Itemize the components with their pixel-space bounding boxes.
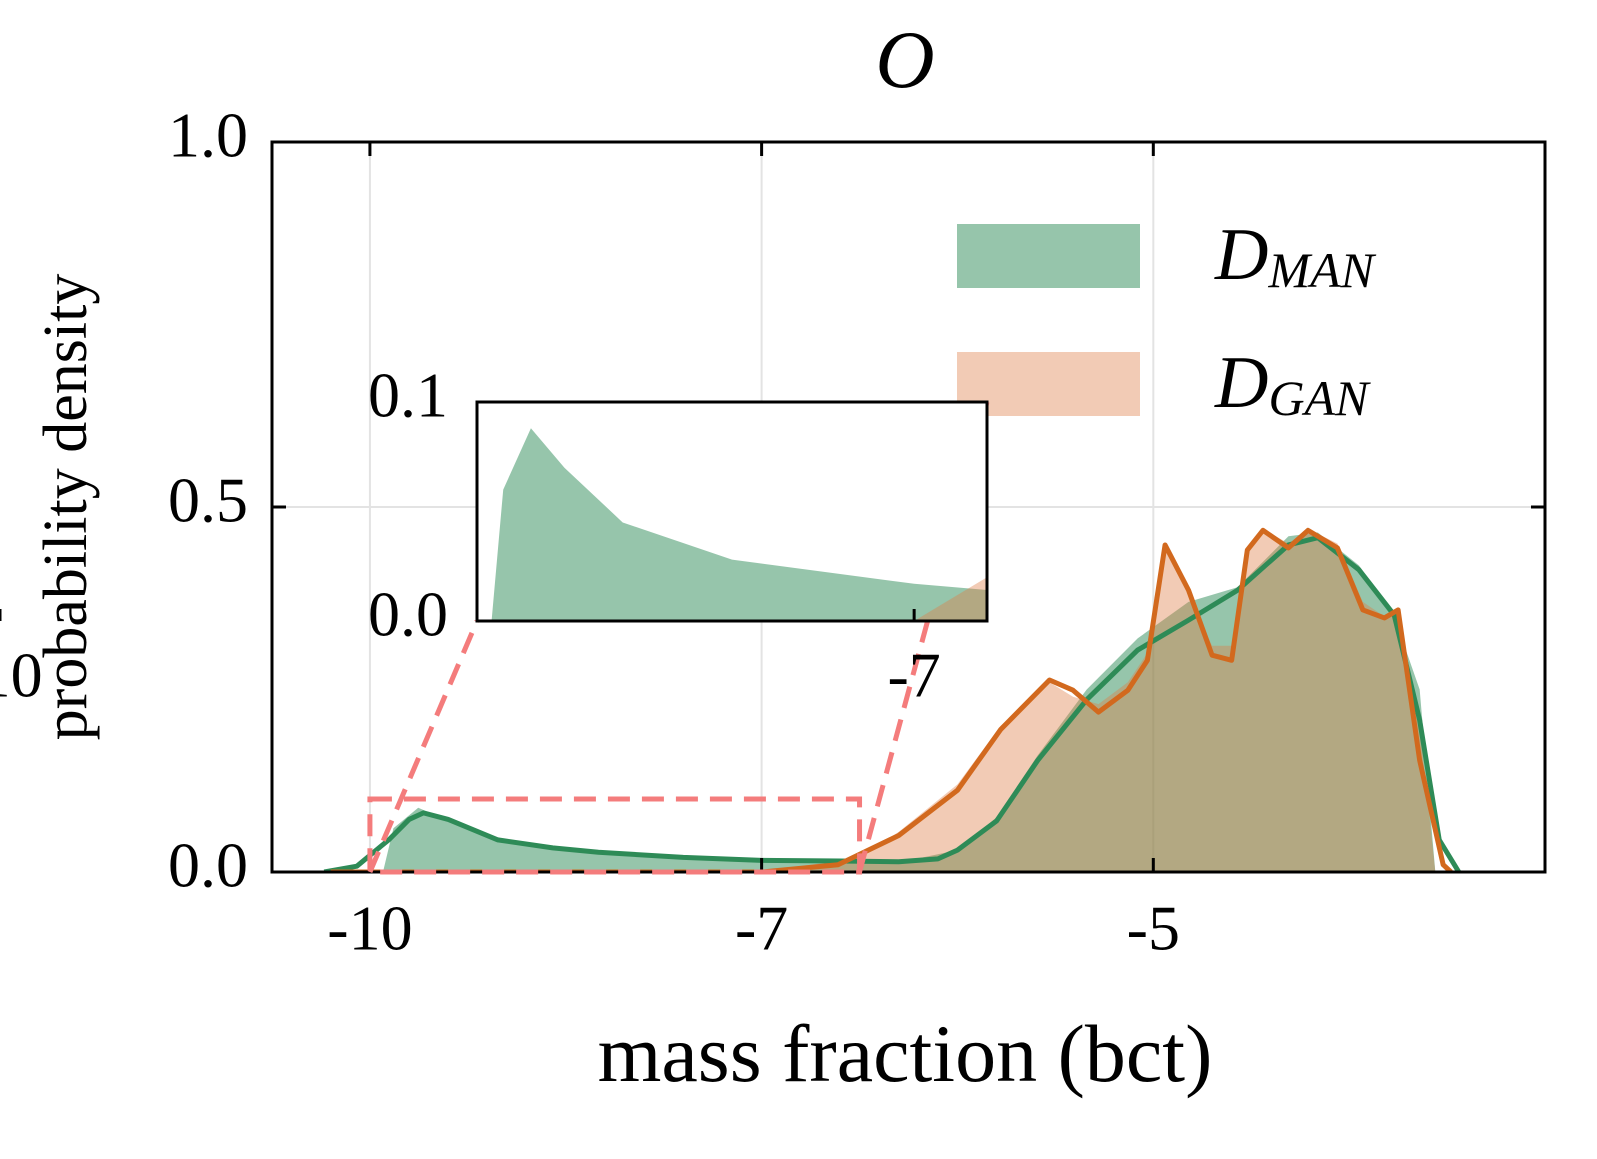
y-tick-label: 1.0	[168, 100, 248, 171]
y-tick-label: 0.5	[168, 465, 248, 536]
legend-label-base: D	[1214, 342, 1268, 424]
legend-label: DGAN	[1214, 342, 1371, 426]
legend-label-base: D	[1214, 214, 1268, 296]
histogram-area	[491, 428, 987, 621]
legend-label-sub: GAN	[1268, 370, 1371, 426]
legend-label-sub: MAN	[1267, 242, 1376, 298]
histogram-area	[761, 528, 1436, 872]
x-tick-label: -5	[1127, 893, 1180, 964]
inset-x-tick-label: -7	[887, 640, 940, 711]
density-line	[330, 527, 1453, 872]
inset-y-tick-label: 0.0	[368, 579, 448, 650]
inset-plot-area	[491, 428, 987, 621]
x-tick-label: -10	[327, 893, 412, 964]
x-tick-label: -7	[735, 893, 788, 964]
zoom-connector	[367, 620, 480, 873]
legend-label: DMAN	[1214, 214, 1377, 298]
legend-swatch	[957, 224, 1140, 288]
inset-frame	[475, 400, 989, 623]
y-tick-label: 0.0	[168, 830, 248, 901]
x-axis-label: mass fraction (bct)	[598, 1008, 1213, 1099]
inset-x-tick-label: -10	[0, 640, 43, 711]
y-axis-label: probability density	[32, 274, 100, 741]
zoom-connector	[857, 401, 990, 873]
plot-area	[323, 527, 1461, 872]
histogram-area	[382, 532, 1436, 872]
zoom-box	[367, 796, 863, 875]
inset-y-tick-label: 0.1	[368, 360, 448, 431]
chart-title: O	[875, 14, 934, 105]
histogram-area	[914, 577, 987, 621]
